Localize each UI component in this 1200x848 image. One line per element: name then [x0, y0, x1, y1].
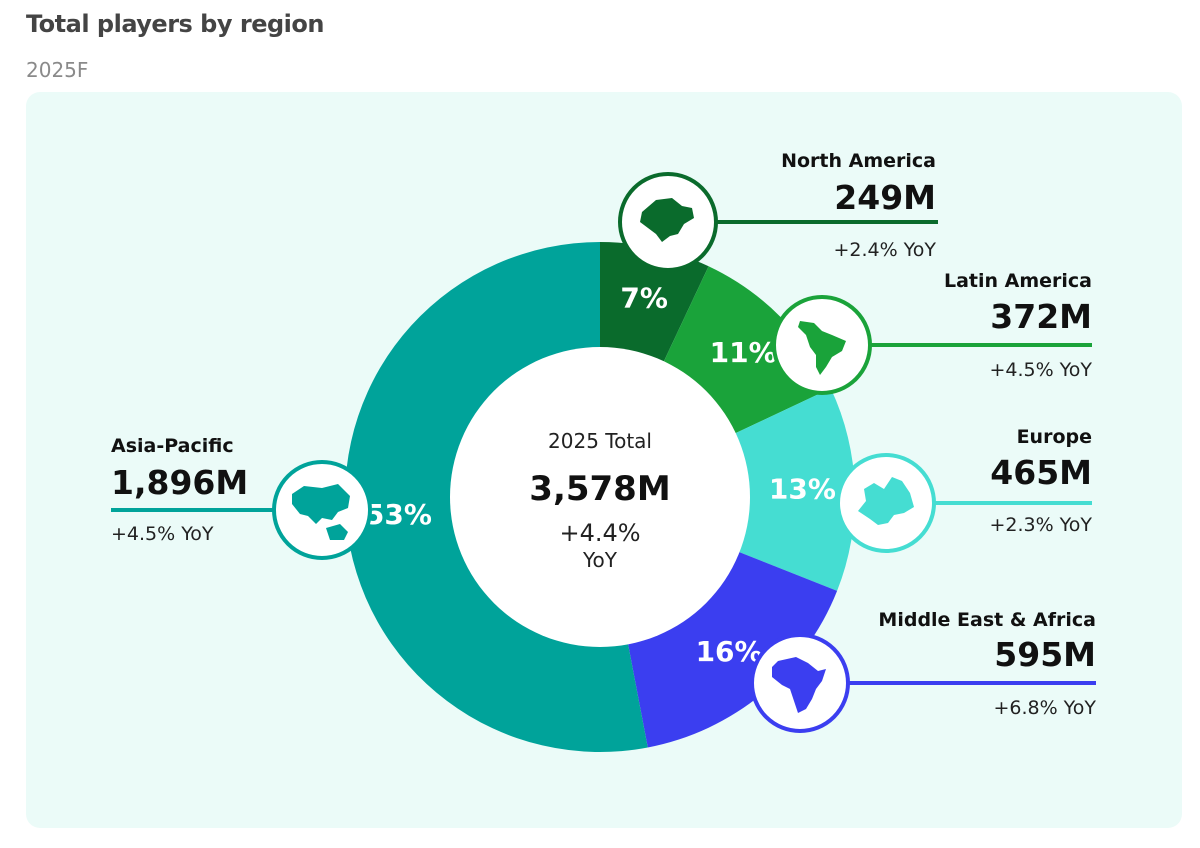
center-yoy-line2: YoY	[582, 548, 618, 572]
slice-percent-label-europe: 13%	[769, 473, 836, 506]
callout-middle-east-and-africa: Middle East & Africa 595M +6.8% YoY	[750, 609, 1096, 733]
callouts-layer: North America 249M +2.4% YoY Latin America 3…	[111, 150, 1096, 733]
region-yoy-europe: +2.3% YoY	[989, 514, 1092, 536]
callout-asia-pacific: Asia-Pacific 1,896M +4.5% YoY	[111, 435, 372, 560]
slice-percent-label-north-america: 7%	[620, 281, 668, 314]
region-yoy-asia-pacific: +4.5% YoY	[111, 523, 214, 545]
center-total-label: 2025 Total	[548, 429, 652, 453]
africa-map-icon	[750, 633, 850, 733]
region-value-europe: 465M	[990, 453, 1092, 492]
region-name-asia-pacific: Asia-Pacific	[111, 435, 234, 457]
callout-north-america: North America 249M +2.4% YoY	[618, 150, 938, 272]
europe-map-icon	[836, 453, 936, 553]
slice-percent-label-middle-east-and-africa: 16%	[696, 635, 763, 668]
callout-latin-america: Latin America 372M +4.5% YoY	[772, 270, 1092, 395]
region-name-latin-america: Latin America	[944, 270, 1092, 292]
page-title: Total players by region	[26, 10, 324, 38]
north-america-map-icon	[618, 172, 718, 272]
region-value-middle-east-and-africa: 595M	[994, 635, 1096, 674]
latin-america-map-icon	[772, 295, 872, 395]
region-name-north-america: North America	[781, 150, 936, 172]
center-total-value: 3,578M	[529, 469, 670, 509]
region-value-north-america: 249M	[834, 178, 936, 217]
callout-europe: Europe 465M +2.3% YoY	[836, 426, 1092, 553]
region-yoy-north-america: +2.4% YoY	[833, 239, 936, 261]
region-value-asia-pacific: 1,896M	[111, 463, 248, 502]
slice-labels-layer: 7% 11% 13% 16% 53%	[365, 281, 836, 668]
region-name-middle-east-and-africa: Middle East & Africa	[878, 609, 1096, 631]
slice-percent-label-asia-pacific: 53%	[365, 498, 432, 531]
region-value-latin-america: 372M	[990, 297, 1092, 336]
region-name-europe: Europe	[1017, 426, 1092, 448]
donut-hole	[450, 347, 750, 647]
center-yoy-line1: +4.4%	[559, 519, 640, 547]
region-yoy-latin-america: +4.5% YoY	[989, 359, 1092, 381]
region-yoy-middle-east-and-africa: +6.8% YoY	[993, 697, 1096, 719]
asia-pacific-map-icon	[272, 460, 372, 560]
page-subtitle: 2025F	[26, 58, 89, 82]
slice-percent-label-latin-america: 11%	[710, 336, 777, 369]
